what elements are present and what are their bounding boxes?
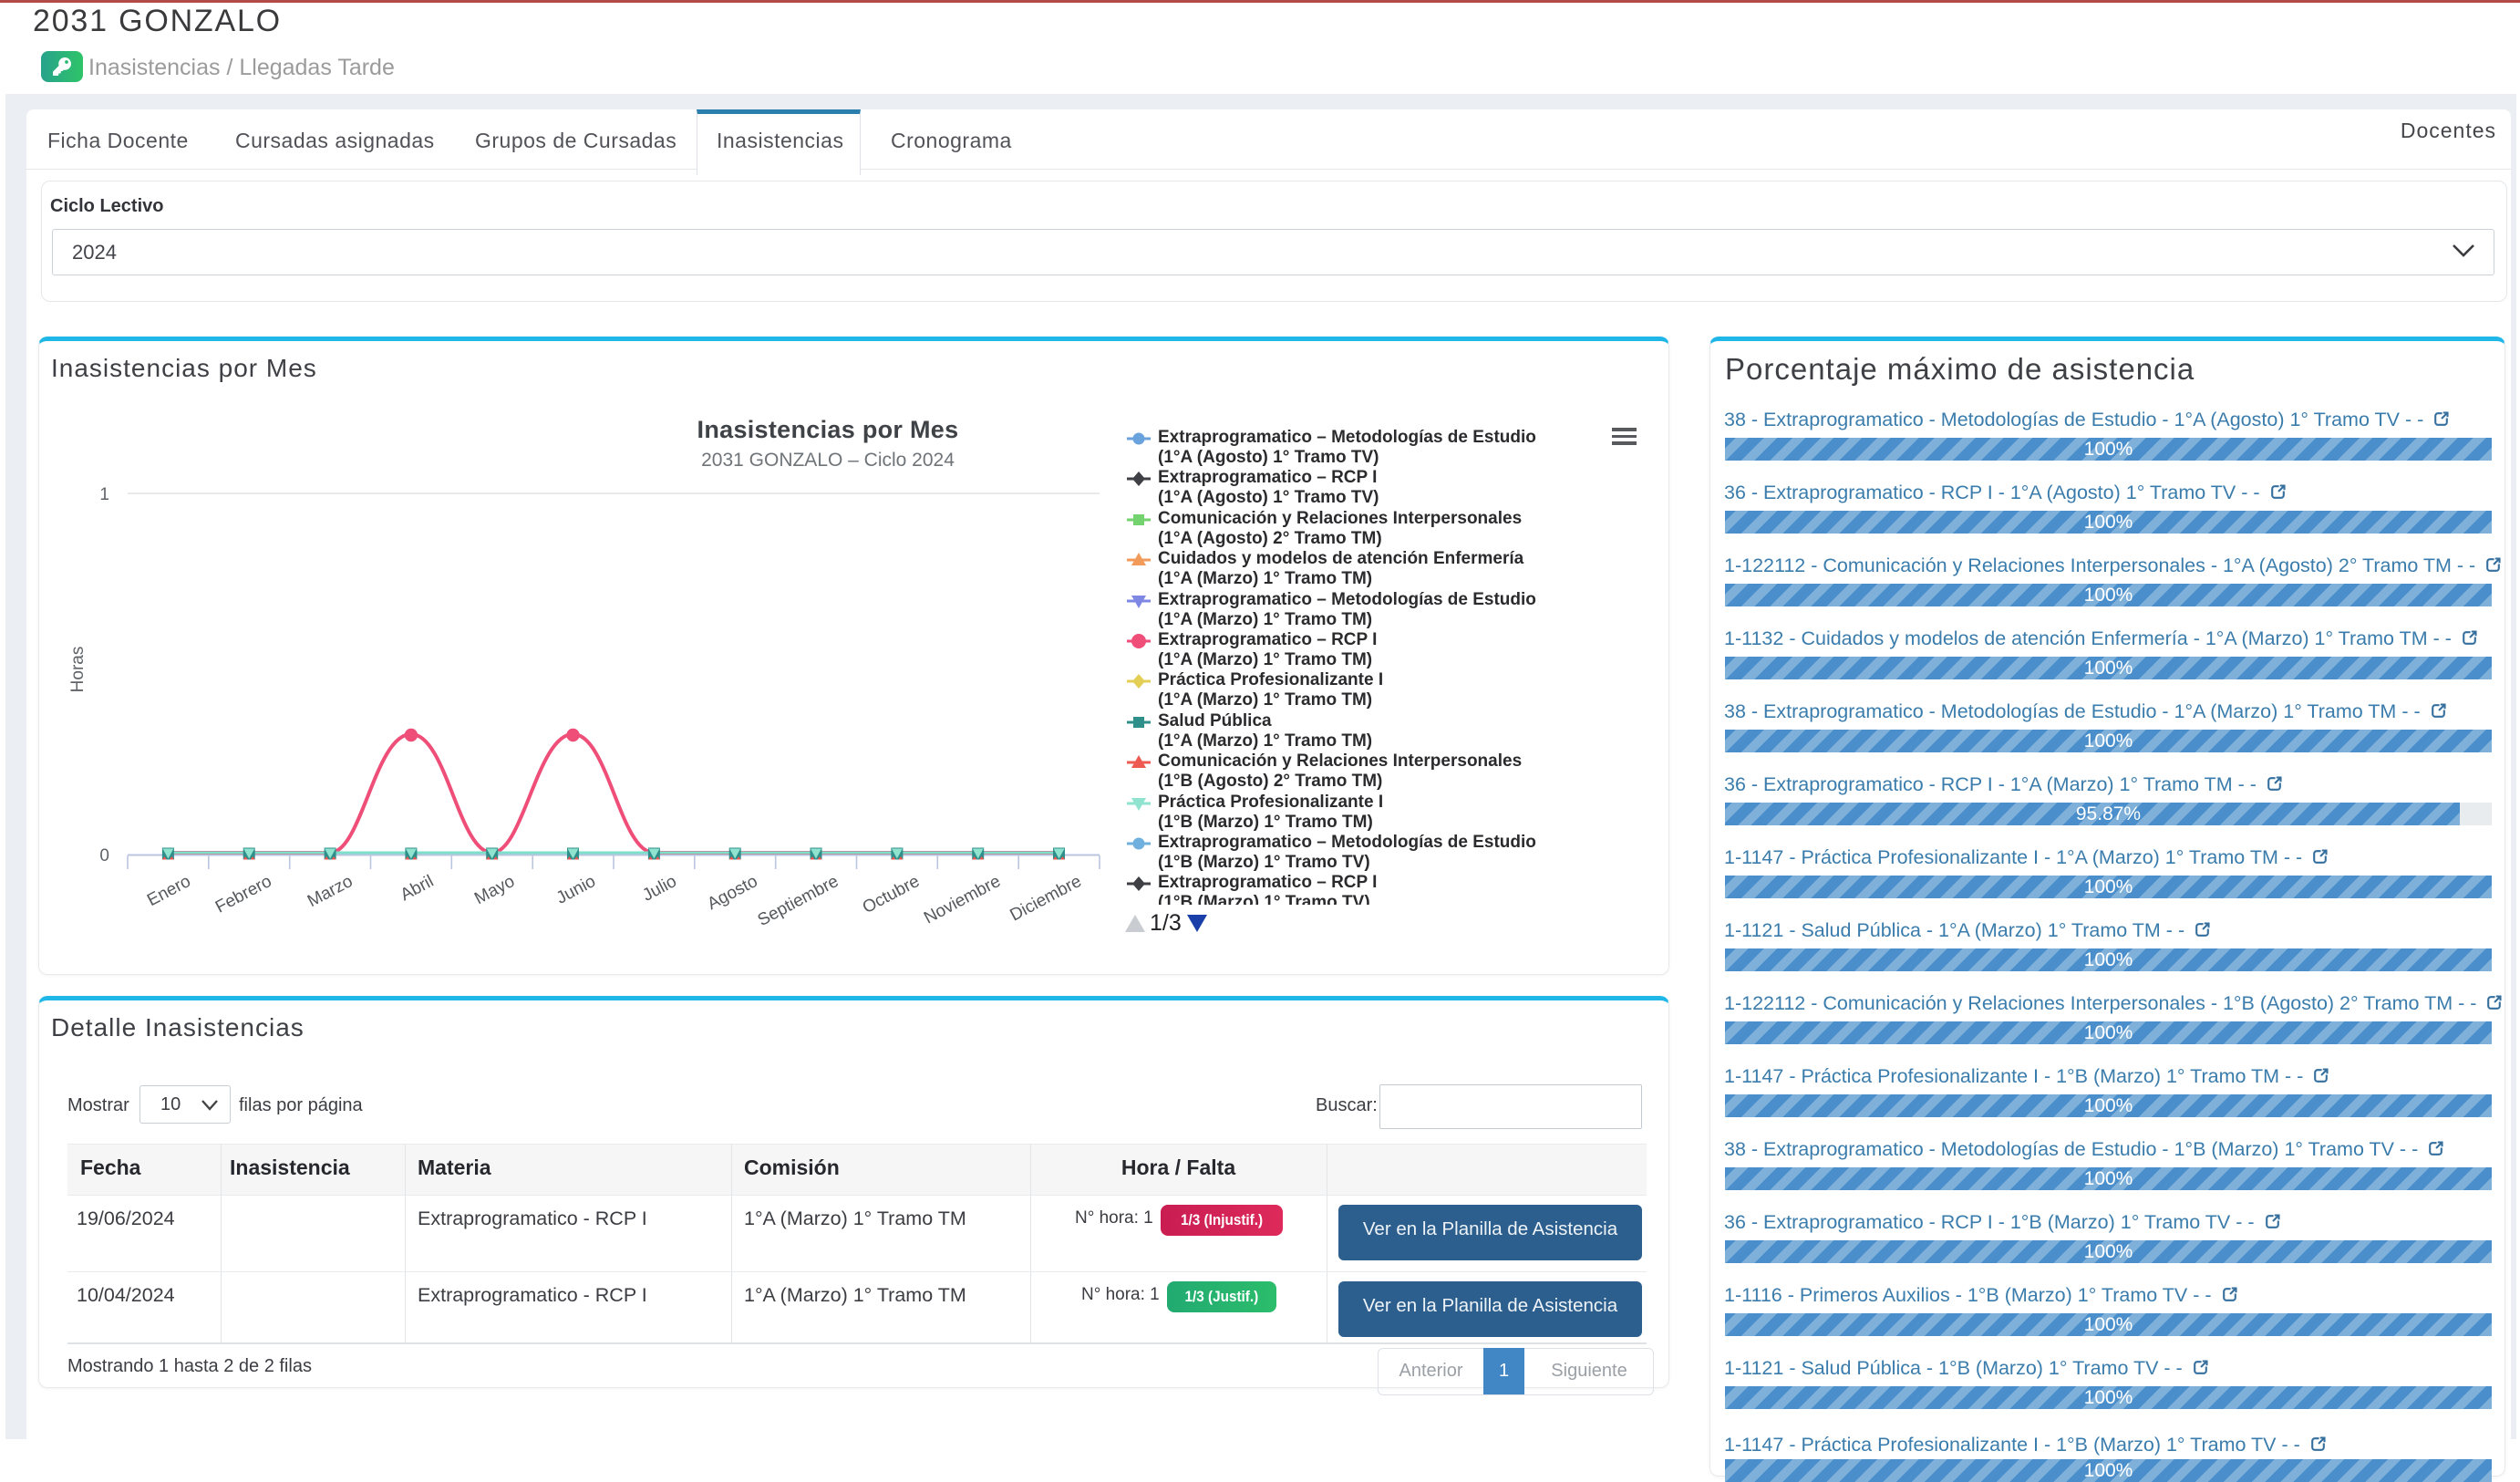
svg-text:Febrero: Febrero: [212, 872, 275, 917]
svg-text:Enero: Enero: [144, 872, 194, 910]
svg-text:Septiembre: Septiembre: [755, 872, 842, 930]
svg-text:Abril: Abril: [398, 872, 437, 905]
svg-text:1: 1: [99, 485, 109, 504]
svg-text:Junio: Junio: [553, 872, 599, 908]
svg-text:0: 0: [99, 846, 109, 865]
svg-text:Diciembre: Diciembre: [1007, 872, 1084, 926]
svg-text:Agosto: Agosto: [704, 872, 760, 914]
svg-text:Marzo: Marzo: [305, 872, 356, 911]
svg-text:Mayo: Mayo: [471, 872, 518, 908]
svg-text:Horas: Horas: [68, 647, 88, 693]
svg-text:Noviembre: Noviembre: [921, 872, 1004, 928]
svg-text:Octubre: Octubre: [860, 872, 924, 917]
svg-text:Julio: Julio: [639, 872, 679, 906]
